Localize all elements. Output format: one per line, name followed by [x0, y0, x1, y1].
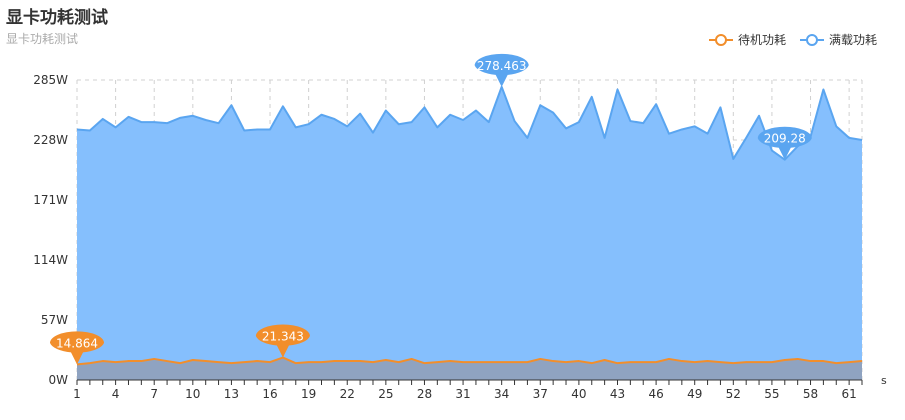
y-tick-label: 57W: [41, 313, 68, 327]
x-tick-label: 25: [378, 387, 393, 401]
x-tick-label: 49: [687, 387, 702, 401]
annotation-pin-shape: [757, 126, 812, 160]
x-tick-label: 52: [726, 387, 741, 401]
annotation-label: 278.463: [477, 59, 527, 73]
x-tick-label: 1: [73, 387, 81, 401]
x-tick-label: 61: [841, 387, 856, 401]
annotation-pin-shape: [255, 324, 310, 358]
y-tick-label: 0W: [49, 373, 69, 387]
x-tick-label: 19: [301, 387, 316, 401]
annotation-label: 14.864: [56, 336, 98, 350]
y-tick-label: 228W: [33, 133, 68, 147]
x-tick-label: 46: [648, 387, 663, 401]
x-axis-label: s: [881, 374, 887, 387]
y-tick-label: 285W: [33, 73, 68, 87]
chart-subtitle: 显卡功耗测试: [6, 32, 79, 46]
series-area-idle: [77, 357, 862, 380]
series-line-idle: [76, 356, 863, 366]
y-tick-label: 114W: [33, 253, 68, 267]
x-tick-label: 55: [764, 387, 779, 401]
annotation-label: 209.28: [764, 132, 806, 146]
legend-item-idle[interactable]: 待机功耗: [708, 31, 786, 48]
x-tick-label: 43: [610, 387, 625, 401]
x-tick-label: 7: [150, 387, 158, 401]
x-tick-label: 37: [533, 387, 548, 401]
legend-item-load[interactable]: 满载功耗: [799, 31, 877, 48]
y-tick-label: 171W: [33, 193, 68, 207]
x-tick-label: 28: [417, 387, 432, 401]
legend-label-idle: 待机功耗: [737, 33, 786, 47]
legend-swatch-load: [799, 33, 824, 47]
legend-swatch-idle: [708, 33, 733, 47]
annotation-pin-shape: [474, 53, 529, 87]
x-tick-label: 10: [185, 387, 200, 401]
x-tick-label: 31: [455, 387, 470, 401]
annotation-pin: 209.28: [757, 126, 812, 160]
annotation-pin-shape: [50, 331, 104, 365]
annotation-label: 21.343: [262, 330, 304, 344]
annotation-pin: 21.343: [255, 324, 310, 358]
series-line-load: [76, 85, 863, 161]
annotation-pin: 278.463: [474, 53, 529, 87]
x-tick-label: 40: [571, 387, 586, 401]
x-tick-label: 22: [340, 387, 355, 401]
x-tick-label: 16: [262, 387, 277, 401]
legend: 待机功耗 满载功耗: [708, 31, 877, 48]
x-tick-label: 4: [112, 387, 120, 401]
annotation-pin: 14.864: [50, 331, 104, 365]
x-tick-label: 58: [803, 387, 818, 401]
x-tick-label: 34: [494, 387, 509, 401]
series-area-load: [77, 86, 862, 380]
x-tick-label: 13: [224, 387, 239, 401]
chart-title: 显卡功耗测试: [6, 8, 108, 28]
legend-label-load: 满载功耗: [828, 33, 877, 47]
